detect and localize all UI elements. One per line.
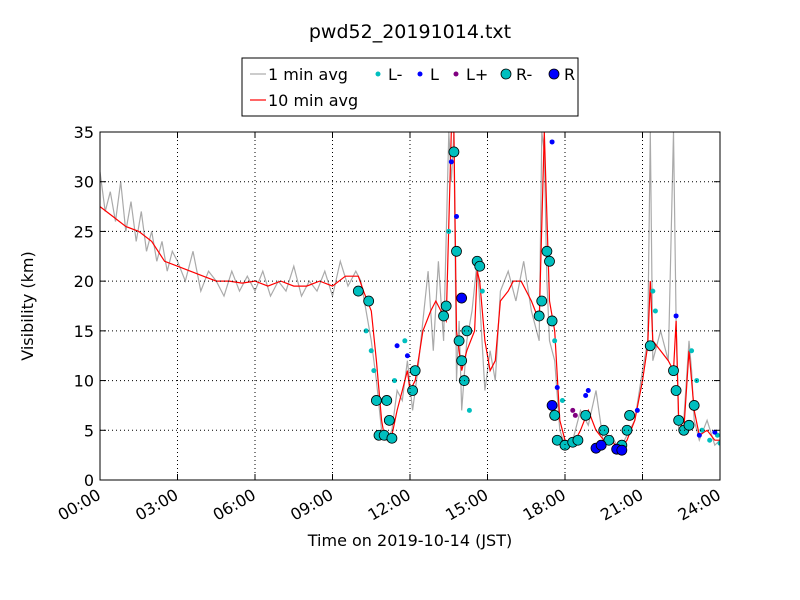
marker <box>546 315 558 327</box>
marker <box>453 335 465 347</box>
marker <box>668 365 679 377</box>
marker <box>386 432 398 444</box>
marker <box>352 285 364 297</box>
marker <box>683 419 695 431</box>
marker <box>456 355 468 367</box>
marker <box>533 310 545 322</box>
marker <box>595 439 607 451</box>
marker <box>383 414 395 426</box>
legend-swatch <box>417 71 423 77</box>
legend-label: R <box>564 65 575 84</box>
chart-title: pwd52_20191014.txt <box>309 21 511 43</box>
marker <box>670 385 682 396</box>
marker <box>363 328 369 334</box>
marker <box>707 437 713 443</box>
marker <box>479 288 485 294</box>
marker <box>554 385 560 391</box>
legend-label: L+ <box>466 65 488 84</box>
marker <box>624 409 635 421</box>
y-tick-label: 0 <box>84 471 94 490</box>
marker <box>696 432 702 438</box>
marker <box>634 407 640 413</box>
marker <box>689 348 695 354</box>
y-tick-label: 20 <box>74 272 94 291</box>
marker <box>363 295 375 307</box>
legend-swatch <box>453 71 459 77</box>
marker <box>466 407 472 413</box>
marker <box>438 310 449 322</box>
marker <box>474 260 486 272</box>
marker <box>549 139 555 145</box>
marker <box>451 245 462 257</box>
marker <box>461 325 473 337</box>
marker <box>392 378 397 384</box>
marker <box>404 353 410 359</box>
y-tick-label: 25 <box>74 222 94 241</box>
marker <box>551 434 563 446</box>
marker <box>580 409 592 421</box>
marker <box>371 395 382 406</box>
marker <box>673 313 679 319</box>
marker <box>559 397 565 403</box>
marker <box>621 424 633 436</box>
axes-frame <box>99 131 721 481</box>
marker <box>407 385 418 396</box>
legend-box <box>241 57 579 117</box>
marker <box>371 368 377 374</box>
marker <box>688 400 700 411</box>
marker <box>546 400 558 411</box>
legend-label: 1 min avg <box>268 65 348 84</box>
marker <box>448 159 454 165</box>
marker <box>673 414 685 426</box>
legend: 1 min avg 10 min avg L- L L+ R- R <box>250 65 575 110</box>
marker <box>583 392 589 398</box>
y-tick-label: 30 <box>74 173 94 192</box>
marker <box>402 338 408 344</box>
marker <box>570 407 576 413</box>
marker <box>454 214 459 220</box>
marker <box>650 288 656 294</box>
y-axis-label: Visibility (km) <box>18 251 37 360</box>
legend-label: 10 min avg <box>268 91 358 110</box>
marker <box>456 292 468 304</box>
marker <box>381 395 393 406</box>
marker <box>409 365 421 377</box>
plot-area <box>100 132 720 456</box>
marker <box>536 295 548 307</box>
marker <box>572 434 584 446</box>
marker <box>652 308 658 314</box>
marker <box>712 429 718 435</box>
marker <box>552 338 558 344</box>
marker <box>585 388 591 394</box>
legend-label: R- <box>516 65 532 84</box>
x-axis-label: Time on 2019-10-14 (JST) <box>307 531 512 550</box>
marker <box>644 340 656 352</box>
marker <box>448 146 460 158</box>
marker <box>544 255 555 267</box>
marker <box>394 343 400 349</box>
marker <box>699 427 705 433</box>
y-tick-label: 35 <box>74 123 94 142</box>
y-tick-label: 10 <box>74 372 94 391</box>
marker <box>603 434 615 446</box>
y-tick-label: 15 <box>74 322 94 341</box>
marker <box>541 245 553 257</box>
legend-label: L <box>430 65 439 84</box>
marker <box>616 444 628 456</box>
marker <box>368 348 374 354</box>
y-tick-label: 5 <box>84 421 94 440</box>
marker <box>572 412 578 418</box>
marker <box>440 300 452 312</box>
legend-swatch <box>548 68 560 80</box>
legend-swatch <box>500 68 512 80</box>
legend-label: L- <box>388 65 402 84</box>
marker <box>549 409 561 421</box>
marker <box>717 440 720 446</box>
legend-swatch <box>375 71 381 77</box>
